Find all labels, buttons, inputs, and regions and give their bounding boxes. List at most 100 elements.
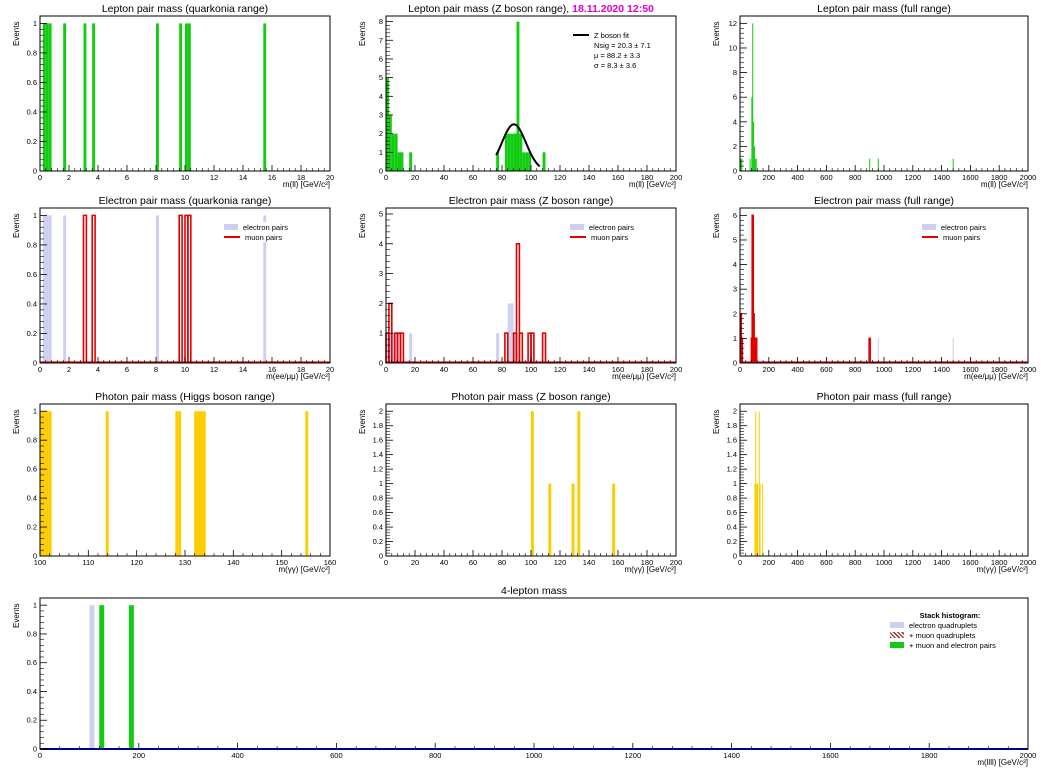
bar <box>496 152 500 171</box>
plot-frame-p4: 0 2 4 6 8 10 12 14 16 18 20 0 0.2 0.4 0.6 0.8 1 <box>27 207 334 374</box>
y-tick-label: 0.4 <box>27 494 37 503</box>
bar <box>952 338 954 363</box>
step-bar <box>541 332 547 363</box>
bar <box>45 411 49 556</box>
x-tick-label: 1200 <box>904 365 921 374</box>
x-tick-label: 200 <box>670 365 683 374</box>
bar <box>45 23 49 172</box>
y-tick-label: 1.8 <box>373 421 383 430</box>
chart-title: Photon pair mass (Higgs boson range) <box>40 391 330 403</box>
step-bar <box>740 337 744 363</box>
y-axis-label: Events <box>358 409 367 434</box>
y-tick-label: 0 <box>379 552 383 561</box>
y-tick-label: 0.2 <box>27 716 37 725</box>
bar <box>507 133 511 171</box>
y-tick-label: 4 <box>733 117 737 126</box>
step-bar <box>82 214 88 363</box>
bar <box>391 133 395 171</box>
bar <box>42 411 46 556</box>
x-tick-label: 10 <box>181 365 189 374</box>
chart-title: Electron pair mass (full range) <box>740 195 1028 207</box>
y-tick-label: 1 <box>33 407 37 416</box>
bar <box>202 411 206 556</box>
bar <box>386 77 389 171</box>
x-tick-label: 0 <box>38 173 42 182</box>
step-bar <box>399 332 405 363</box>
bar <box>42 23 46 172</box>
x-tick-label: 1800 <box>921 751 938 760</box>
bar <box>510 133 514 171</box>
bar <box>754 483 756 556</box>
x-tick-label: 200 <box>670 558 683 567</box>
bar <box>531 411 534 556</box>
legend-label: Z boson fit <box>594 30 630 40</box>
plot-frame-p7: 100 110 120 130 140 150 160 0 0.2 0.4 0.6 0.8 1 <box>27 403 336 567</box>
x-tick-label: 200 <box>670 173 683 182</box>
bar <box>522 152 526 171</box>
legend-label: electron quadruplets <box>909 620 977 630</box>
chart-title: Lepton pair mass (full range) <box>740 3 1028 15</box>
series-0 <box>40 411 309 556</box>
x-tick-label: 8 <box>154 173 158 182</box>
x-tick-label: 12 <box>210 173 218 182</box>
y-tick-label: 0 <box>33 167 37 176</box>
legend-entry: Z boson fit <box>573 30 668 40</box>
bar <box>612 483 616 556</box>
y-tick-label: 0.2 <box>27 523 37 532</box>
bar <box>740 158 742 171</box>
x-tick-label: 20 <box>411 173 419 182</box>
legend-label: muon pairs <box>245 232 283 242</box>
bar <box>751 97 753 171</box>
y-tick-label: 0.4 <box>27 299 37 308</box>
x-tick-label: 0 <box>738 173 742 182</box>
x-tick-label: 200 <box>763 173 776 182</box>
y-tick-label: 0.2 <box>27 329 37 338</box>
chart-title-text: Lepton pair mass (Z boson range), <box>408 3 573 15</box>
plot-frame-p3: 0 200 400 600 800 1000 1200 1400 1600 1800 2000 0 2 4… <box>729 15 1036 182</box>
x-tick-label: 1600 <box>822 751 839 760</box>
x-tick-label: 14 <box>239 365 247 374</box>
x-tick-label: 400 <box>791 173 804 182</box>
bar <box>869 158 871 171</box>
x-tick-label: 1000 <box>876 365 893 374</box>
x-tick-label: 800 <box>849 365 862 374</box>
bar <box>42 215 46 363</box>
y-tick-label: 6 <box>733 93 737 102</box>
bar <box>388 114 392 171</box>
bar <box>496 333 500 363</box>
x-tick-label: 2000 <box>1020 365 1037 374</box>
y-tick-label: 0 <box>733 167 737 176</box>
x-tick-label: 14 <box>239 173 247 182</box>
x-tick-label: 60 <box>469 365 477 374</box>
x-tick-label: 0 <box>38 365 42 374</box>
x-axis-label: m(γγ) [GeV/c²] <box>976 565 1028 574</box>
x-tick-label: 20 <box>411 365 419 374</box>
x-tick-label: 160 <box>612 173 625 182</box>
x-tick-label: 600 <box>820 365 833 374</box>
x-axis-label: m(llll) [GeV/c²] <box>977 758 1028 767</box>
x-tick-label: 180 <box>641 558 654 567</box>
y-tick-label: 1.2 <box>373 465 383 474</box>
bar <box>409 152 413 171</box>
bar <box>386 333 389 363</box>
x-tick-label: 1800 <box>991 365 1008 374</box>
x-tick-label: 1600 <box>962 365 979 374</box>
bar <box>187 23 191 172</box>
x-tick-label: 60 <box>469 558 477 567</box>
x-tick-label: 0 <box>38 751 42 760</box>
y-tick-label: 0.6 <box>27 658 37 667</box>
y-tick-label: 1.4 <box>727 450 737 459</box>
x-tick-label: 180 <box>641 365 654 374</box>
x-tick-label: 140 <box>227 558 240 567</box>
legend-label: + muon and electron pairs <box>909 640 996 650</box>
x-axis-label: m(ee/μμ) [GeV/c²] <box>266 372 330 381</box>
series-0 <box>740 23 954 172</box>
y-tick-label: 0.8 <box>27 436 37 445</box>
x-tick-label: 120 <box>130 558 143 567</box>
bar <box>394 333 398 363</box>
bar <box>741 158 743 171</box>
bar <box>40 411 43 556</box>
plot-border <box>739 403 1029 557</box>
y-tick-label: 3 <box>733 285 737 294</box>
y-tick-label: 12 <box>729 19 737 28</box>
